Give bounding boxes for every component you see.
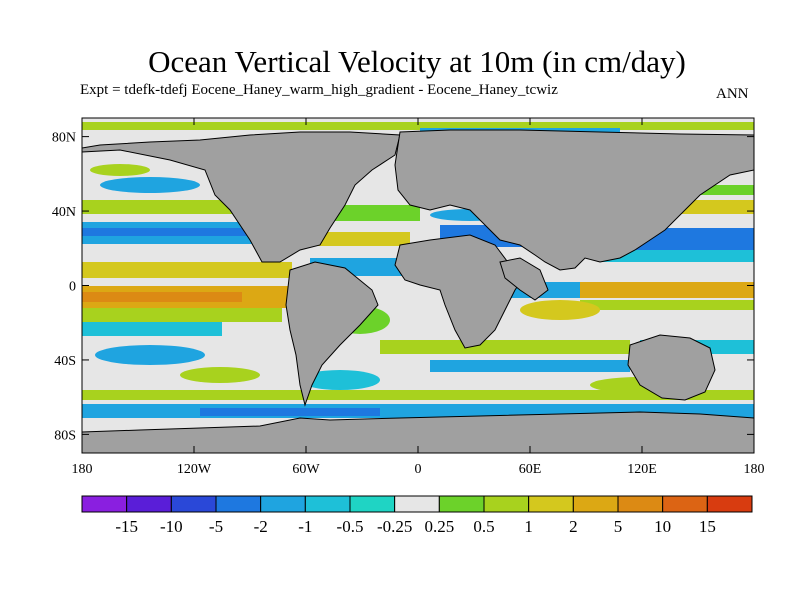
lat-tick-label: 80N — [52, 131, 76, 146]
colorbar-label: 1 — [524, 517, 533, 536]
colorbar-swatch — [170, 495, 217, 513]
colorbar-label: -1 — [298, 517, 312, 536]
experiment-subtitle: Expt = tdefk-tdefj Eocene_Haney_warm_hig… — [80, 82, 558, 98]
band-arctic-green — [82, 122, 754, 130]
colorbar-swatch — [81, 495, 128, 513]
colorbar-swatch — [662, 495, 708, 513]
lon-tick-label: 0 — [415, 462, 422, 477]
patch-north-pacific-green — [90, 164, 150, 176]
band-atlantic-yellow — [300, 232, 410, 246]
land-eurasia — [394, 129, 754, 271]
patch-south-pacific-cyan — [95, 345, 205, 365]
band-west-pacific-green — [580, 300, 754, 310]
colorbar-swatch — [528, 495, 574, 513]
land-africa — [394, 234, 531, 349]
band-southern-ocean-green — [82, 390, 754, 400]
land — [82, 129, 754, 453]
latitude-axis: 80N 40N 0 40S 80S — [52, 131, 754, 443]
colorbar: -15 -10 -5 -2 -1 -0.5 -0.25 0.25 0.5 1 2 5 10 15 — [81, 495, 753, 536]
land-south-america — [285, 261, 379, 407]
colorbar-label: -0.5 — [337, 517, 364, 536]
band-equator-yellow — [82, 262, 292, 278]
band-south-pacific-cyan — [82, 322, 222, 336]
colorbar-swatch — [260, 495, 306, 513]
colorbar-label: -2 — [254, 517, 268, 536]
land-antarctica — [82, 411, 754, 453]
land-australia — [627, 334, 716, 401]
map-title: Ocean Vertical Velocity at 10m (in cm/da… — [148, 44, 686, 79]
colorbar-label: -5 — [209, 517, 223, 536]
lon-tick-label: 120W — [177, 462, 212, 477]
colorbar-label: 15 — [699, 517, 716, 536]
patch-north-pacific-cyan — [100, 177, 200, 193]
patch-south-atlantic-cyan — [300, 370, 380, 390]
colorbar-swatch — [706, 495, 753, 513]
colorbar-swatch — [483, 495, 530, 513]
colorbar-swatch — [215, 495, 262, 513]
land-north-america — [82, 131, 401, 263]
colorbar-swatch — [617, 495, 664, 513]
colorbar-label: 10 — [654, 517, 671, 536]
band-south-indian-green — [380, 340, 630, 354]
colorbar-label: 2 — [569, 517, 578, 536]
band-southern-ocean-blue — [200, 408, 380, 416]
colorbar-swatch — [438, 495, 485, 513]
colorbar-label: 0.5 — [473, 517, 494, 536]
lon-tick-label: 180 — [72, 462, 93, 477]
colorbar-swatch — [572, 495, 619, 513]
season-label: ANN — [716, 86, 749, 102]
colorbar-swatch — [394, 495, 440, 513]
band-west-pacific-cyan — [600, 250, 754, 262]
patch-indian-yellow — [520, 300, 600, 320]
colorbar-label: -0.25 — [377, 517, 412, 536]
colorbar-label: -10 — [160, 517, 183, 536]
lat-tick-label: 80S — [54, 428, 76, 443]
colorbar-swatch — [126, 495, 172, 513]
colorbar-label: -15 — [115, 517, 138, 536]
patch-south-pacific-green — [180, 367, 260, 383]
lon-tick-label: 60W — [292, 462, 320, 477]
colorbar-swatch — [304, 495, 351, 513]
lat-tick-label: 40N — [52, 205, 76, 220]
band-south-pacific-green — [82, 308, 282, 322]
band-west-pacific-orange — [580, 282, 754, 298]
lat-tick-label: 0 — [69, 280, 76, 295]
longitude-axis: 180 120W 60W 0 60E 120E 180 — [72, 118, 765, 477]
band-north-pacific-cyan — [82, 228, 252, 236]
lon-tick-label: 120E — [627, 462, 657, 477]
lon-tick-label: 60E — [519, 462, 542, 477]
colorbar-label: 0.25 — [424, 517, 454, 536]
velocity-map — [81, 117, 755, 454]
band-equator-orange-core — [82, 292, 242, 302]
lat-tick-label: 40S — [54, 354, 76, 369]
band-south-indian-cyan — [430, 360, 630, 372]
colorbar-swatch — [349, 495, 396, 513]
colorbar-label: 5 — [614, 517, 623, 536]
lon-tick-label: 180 — [744, 462, 765, 477]
land-arabia-india — [499, 257, 549, 301]
